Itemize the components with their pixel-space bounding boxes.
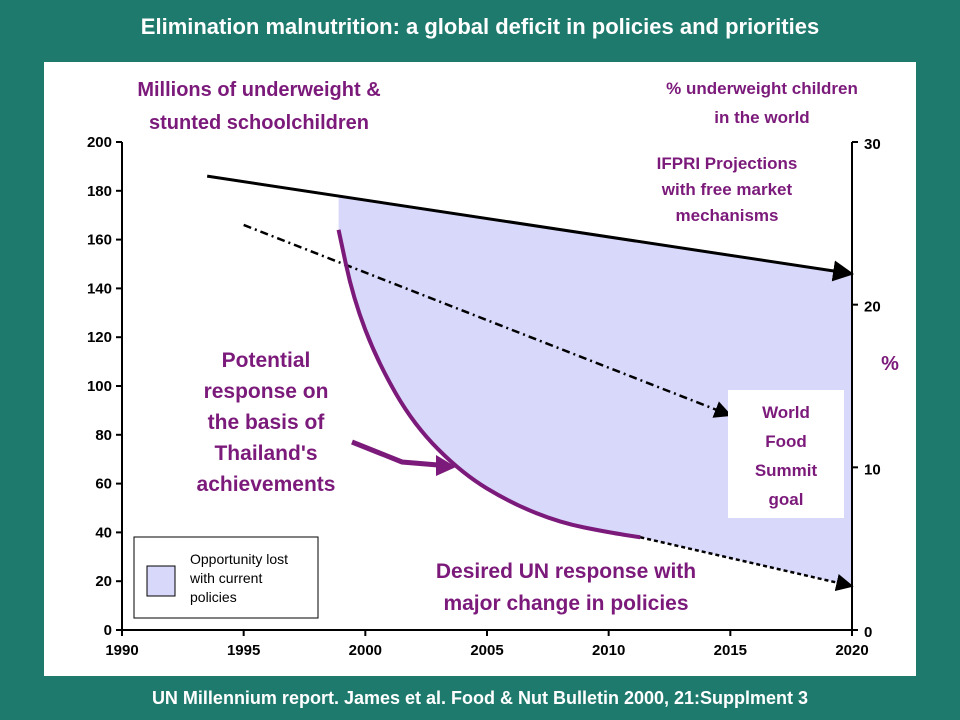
right-axis-unit: % [881,353,899,375]
legend-text-line1: Opportunity lost [190,551,288,567]
y-left-tick-label: 20 [95,573,112,590]
x-tick-label: 2015 [714,642,747,659]
left-axis-label-line2: stunted schoolchildren [149,112,369,134]
y-left-tick-label: 0 [104,622,112,639]
x-tick-label: 2010 [592,642,625,659]
wfs-annotation-line3: Summit [755,461,818,480]
thailand-annotation-line3: the basis of [208,411,326,434]
legend-text-line2: with current [189,570,262,586]
chart-panel: 1990 1995 2000 2005 2010 2015 2020 0 20 40 60 80 100… [44,62,916,676]
wfs-annotation-line1: World [762,403,810,422]
y-right-tick-label: 0 [864,624,872,641]
x-tick-label: 2005 [470,642,503,659]
series-wfs-line [243,223,732,418]
citation-footer: UN Millennium report. James et al. Food … [151,688,809,708]
ifpri-annotation-line1: IFPRI Projections [657,154,798,173]
ifpri-annotation-line3: mechanisms [676,206,779,225]
right-axis-label-line1: % underweight children [666,79,858,98]
x-tick-label: 1995 [227,642,260,659]
x-tick-label: 1990 [105,642,138,659]
legend-text-line3: policies [190,589,237,605]
series-desired-line [640,536,854,592]
slide-title: Elimination malnutrition: a global defic… [140,14,820,39]
legend-swatch [146,565,176,597]
thailand-annotation-line1: Potential [222,349,311,372]
series-ifpri-line [206,174,855,282]
y-left-tick-label: 180 [87,183,112,200]
thailand-annotation-line5: achievements [197,473,336,496]
thailand-pointer-arrow [351,439,439,468]
series-thailand-curve [336,229,641,540]
opportunity-lost-area [338,196,853,587]
y-left-tick-label: 100 [87,378,112,395]
y-left-tick-label: 140 [87,280,112,297]
thailand-annotation-line2: response on [204,380,329,403]
y-left-tick-label: 160 [87,232,112,249]
ifpri-annotation-line2: with free market [661,180,793,199]
wfs-annotation-line4: goal [769,490,804,509]
y-left-tick-label: 120 [87,329,112,346]
y-left-tick-label: 200 [87,134,112,151]
y-right-tick-label: 10 [864,461,881,478]
y-right-tick-label: 30 [864,136,881,153]
wfs-label-box [728,390,844,518]
y-right-tick-label: 20 [864,299,881,316]
x-tick-label: 2020 [835,642,868,659]
y-left-tick-label: 80 [95,427,112,444]
chart-svg: 1990 1995 2000 2005 2010 2015 2020020406080100… [87,79,899,659]
right-axis-label-line2: in the world [714,108,809,127]
x-tick-label: 2000 [349,642,382,659]
desired-annotation-line2: major change in policies [443,592,688,615]
wfs-annotation-line2: Food [765,432,807,451]
thailand-annotation-line4: Thailand's [214,442,317,465]
thailand-pointer-arrowhead [436,455,456,476]
y-left-tick-label: 40 [95,524,112,541]
left-axis-label-line1: Millions of underweight & [137,79,380,101]
y-left-tick-label: 60 [95,476,112,493]
desired-annotation-line1: Desired UN response with [436,560,696,583]
